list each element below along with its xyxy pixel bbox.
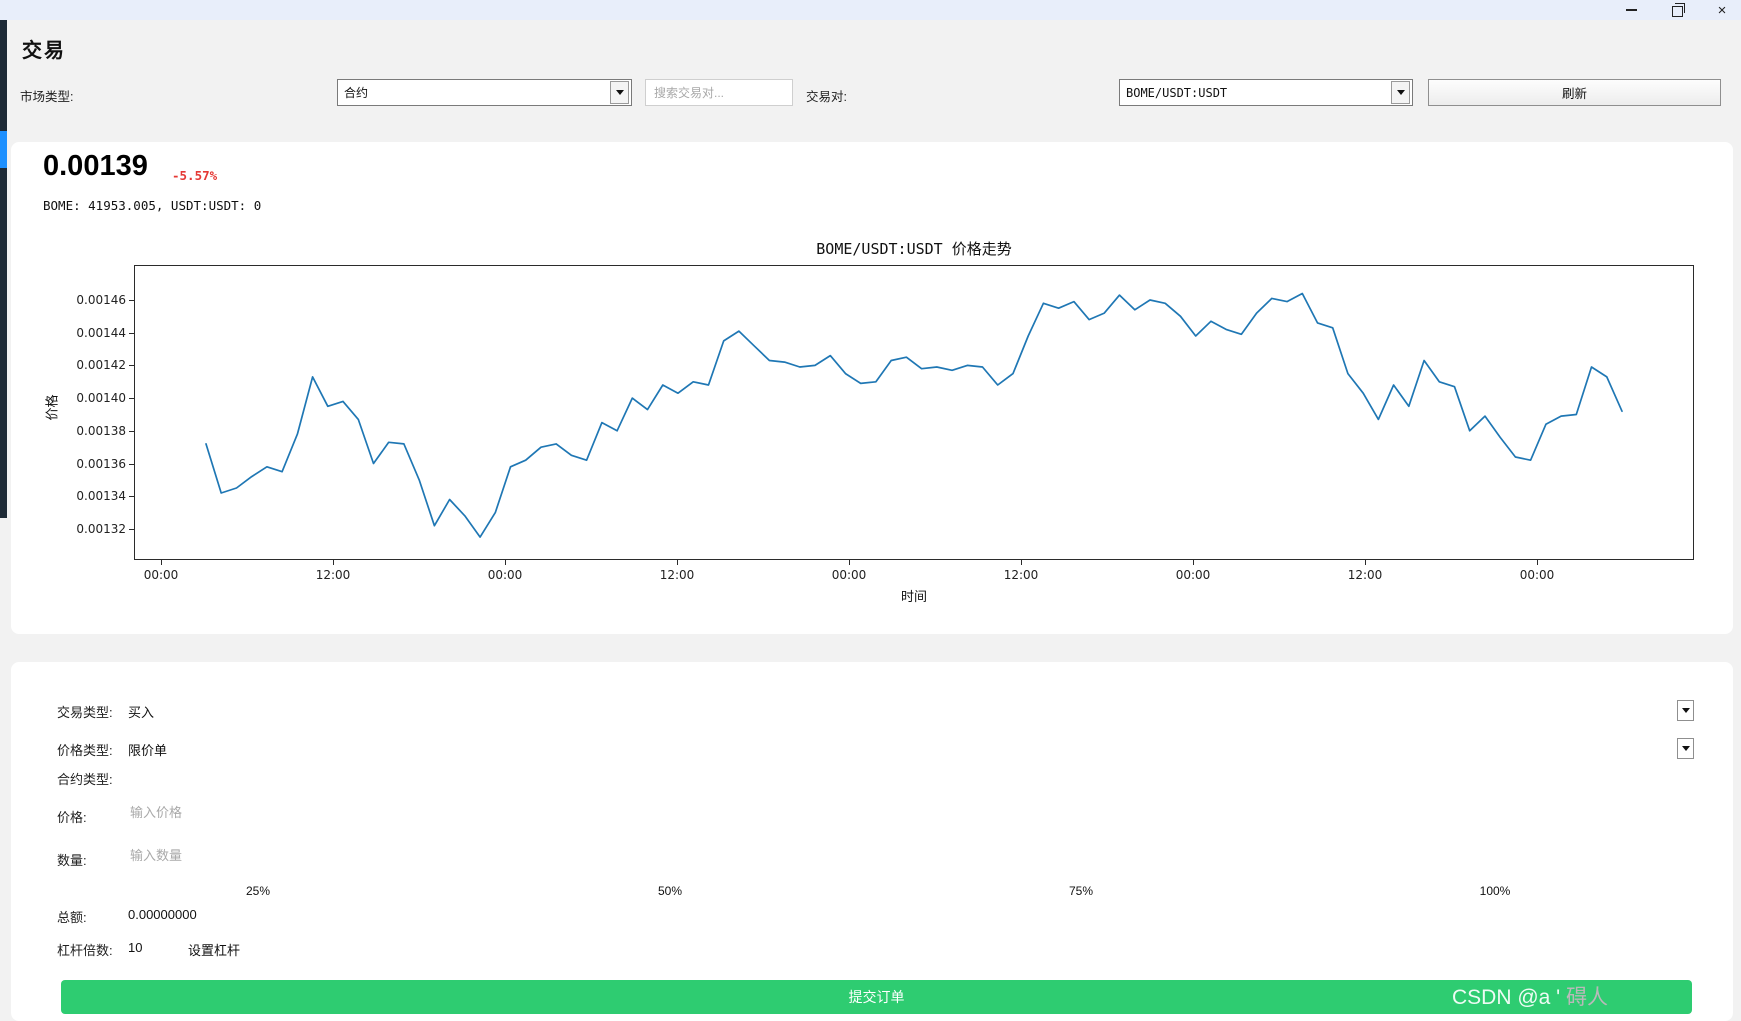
x-tick-label: 12:00 [1003, 568, 1039, 582]
y-tick-label: 0.00144 [76, 325, 126, 340]
watermark: CSDN @a ' 碍人 [1452, 981, 1608, 1011]
restore-icon [1671, 2, 1685, 17]
x-tick-label: 12:00 [315, 568, 351, 582]
y-tick-label: 0.00140 [76, 391, 126, 406]
chart-title: BOME/USDT:USDT 价格走势 [816, 240, 1012, 258]
x-tick-mark [1193, 560, 1194, 565]
restore-button[interactable] [1658, 0, 1696, 20]
left-nav-rail [0, 20, 7, 518]
close-button[interactable]: × [1703, 0, 1741, 20]
x-tick-label: 00:00 [1175, 568, 1211, 582]
market-type-label: 市场类型: [20, 90, 74, 104]
y-tick-mark [129, 332, 134, 334]
pair-value: BOME/USDT:USDT [1126, 85, 1228, 100]
x-tick-mark [677, 560, 678, 565]
y-tick-mark [129, 528, 134, 530]
x-tick-label: 12:00 [659, 568, 695, 582]
price-field-label: 价格: [57, 810, 87, 825]
window-titlebar [0, 0, 1741, 20]
y-tick-mark [129, 365, 134, 367]
x-tick-mark [1537, 560, 1538, 565]
y-tick-mark [129, 430, 134, 432]
balance-line: BOME: 41953.005, USDT:USDT: 0 [43, 198, 262, 213]
page-title: 交易 [22, 40, 66, 62]
x-tick-label: 12:00 [1347, 568, 1383, 582]
pair-label: 交易对: [806, 90, 847, 104]
price-type-value[interactable]: 限价单 [128, 743, 168, 758]
contract-type-label: 合约类型: [57, 772, 113, 787]
x-tick-label: 00:00 [487, 568, 523, 582]
y-tick-label: 0.00136 [76, 456, 126, 471]
percent-100-button[interactable]: 100% [1479, 884, 1511, 898]
x-tick-mark [1365, 560, 1366, 565]
y-tick-label: 0.00132 [76, 521, 126, 536]
y-tick-mark [129, 463, 134, 465]
x-tick-mark [333, 560, 334, 565]
price-line-chart [205, 292, 1623, 538]
x-tick-mark [161, 560, 162, 565]
market-type-select[interactable]: 合约 [337, 79, 632, 106]
chevron-down-icon [1681, 708, 1690, 713]
chevron-down-icon[interactable] [1391, 81, 1410, 104]
percent-25-button[interactable]: 25% [245, 884, 271, 898]
y-tick-mark [129, 299, 134, 301]
order-form-card [11, 662, 1733, 1021]
pair-select[interactable]: BOME/USDT:USDT [1119, 79, 1413, 106]
chart-x-axis-label: 时间 [900, 589, 927, 604]
chevron-down-icon[interactable] [610, 81, 629, 104]
total-value: 0.00000000 [128, 907, 197, 922]
watermark-text-1: CSDN @a ' [1452, 986, 1561, 1009]
refresh-button[interactable]: 刷新 [1428, 79, 1721, 106]
submit-order-button[interactable]: 提交订单 [61, 980, 1692, 1014]
price-type-dropdown-button[interactable] [1677, 738, 1694, 759]
leverage-value[interactable]: 10 [128, 940, 143, 955]
chevron-down-icon [1681, 746, 1690, 751]
total-label: 总额: [57, 910, 87, 925]
trade-type-label: 交易类型: [57, 705, 113, 720]
market-type-value: 合约 [344, 86, 369, 100]
y-tick-mark [129, 496, 134, 498]
y-tick-mark [129, 398, 134, 400]
percent-75-button[interactable]: 75% [1068, 884, 1094, 898]
price-input[interactable] [128, 804, 352, 821]
left-nav-active-indicator [0, 131, 7, 168]
trade-type-value[interactable]: 买入 [128, 705, 155, 720]
close-icon: × [1717, 1, 1727, 19]
y-tick-label: 0.00142 [76, 358, 126, 373]
set-leverage-button[interactable]: 设置杠杆 [188, 943, 241, 958]
y-tick-label: 0.00134 [76, 489, 126, 504]
x-tick-mark [849, 560, 850, 565]
trade-type-dropdown-button[interactable] [1677, 700, 1694, 721]
percent-50-button[interactable]: 50% [657, 884, 683, 898]
chart-plot-area [134, 265, 1694, 560]
leverage-label: 杠杆倍数: [57, 943, 113, 958]
minimize-icon [1625, 9, 1637, 11]
x-tick-label: 00:00 [831, 568, 867, 582]
minimize-button[interactable] [1612, 0, 1650, 20]
search-pair-input[interactable] [645, 79, 793, 106]
price-change-badge: -5.57% [172, 168, 218, 183]
last-price: 0.00139 [43, 150, 148, 182]
amount-input[interactable] [128, 847, 352, 864]
x-tick-mark [505, 560, 506, 565]
price-type-label: 价格类型: [57, 743, 113, 758]
x-tick-label: 00:00 [1519, 568, 1555, 582]
amount-field-label: 数量: [57, 853, 87, 868]
y-tick-label: 0.00138 [76, 423, 126, 438]
x-tick-label: 00:00 [143, 568, 179, 582]
y-tick-label: 0.00146 [76, 292, 126, 307]
x-tick-mark [1021, 560, 1022, 565]
watermark-text-2: 碍人 [1560, 986, 1609, 1009]
